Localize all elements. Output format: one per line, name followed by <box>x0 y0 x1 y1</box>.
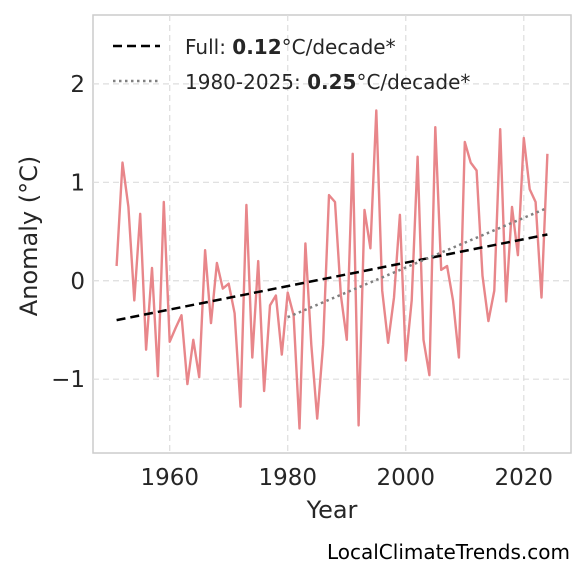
trend-line-full <box>116 233 548 322</box>
x-axis-title: Year <box>306 496 358 524</box>
legend: Full: 0.12°C/decade* 1980-2025: 0.25°C/d… <box>113 35 470 94</box>
legend-full-value: 0.12 <box>232 35 281 59</box>
grid <box>93 15 571 453</box>
legend-entry-full: Full: 0.12°C/decade* <box>185 35 396 59</box>
legend-1980-value: 0.25 <box>307 70 356 94</box>
legend-full-prefix: Full: <box>185 35 232 59</box>
y-tick-label-0: −1 <box>51 367 85 393</box>
plot-area <box>92 14 572 454</box>
series-layer <box>115 109 549 430</box>
x-tick-label-2000: 2000 <box>376 465 435 491</box>
trend-line-1980-2025 <box>287 206 548 319</box>
y-tick-label-1: 0 <box>70 269 85 295</box>
legend-1980-suffix: °C/decade* <box>356 70 470 94</box>
x-tick-label-2020: 2020 <box>495 465 554 491</box>
x-tick-label-1960: 1960 <box>140 465 199 491</box>
y-axis-title: Anomaly (°C) <box>15 156 43 316</box>
y-tick-label-3: 2 <box>70 72 85 98</box>
y-tick-labels: −1 0 1 2 <box>51 72 85 393</box>
legend-1980-prefix: 1980-2025: <box>185 70 307 94</box>
y-tick-label-2: 1 <box>70 170 85 196</box>
watermark: LocalClimateTrends.com <box>326 540 570 564</box>
legend-entry-1980-2025: 1980-2025: 0.25°C/decade* <box>185 70 470 94</box>
legend-full-suffix: °C/decade* <box>282 35 396 59</box>
x-tick-label-1980: 1980 <box>258 465 317 491</box>
x-tick-labels: 1960 1980 2000 2020 <box>140 465 553 491</box>
annual-anomaly-line <box>115 109 549 430</box>
